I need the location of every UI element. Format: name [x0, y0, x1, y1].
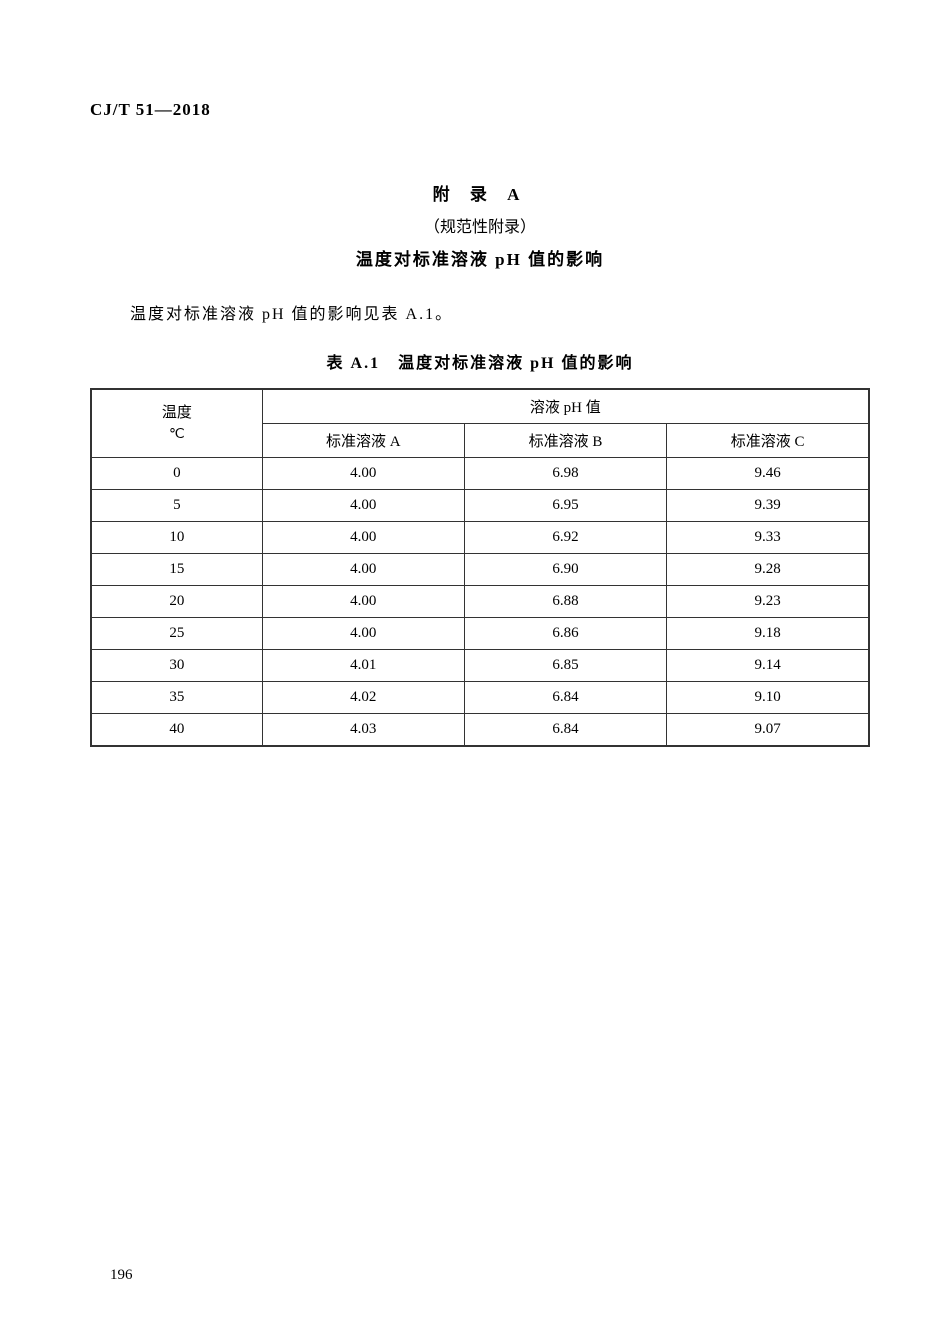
header-solution-b: 标准溶液 B	[464, 424, 666, 458]
table-row: 354.026.849.10	[91, 682, 869, 714]
header-solution-c: 标准溶液 C	[667, 424, 869, 458]
cell-solution-a: 4.00	[262, 458, 464, 490]
cell-solution-a: 4.00	[262, 554, 464, 586]
appendix-header: 附 录 A （规范性附录） 温度对标准溶液 pH 值的影响	[90, 180, 870, 270]
cell-solution-b: 6.95	[464, 490, 666, 522]
table-row: 204.006.889.23	[91, 586, 869, 618]
header-solution-a: 标准溶液 A	[262, 424, 464, 458]
cell-solution-a: 4.02	[262, 682, 464, 714]
appendix-subject: 温度对标准溶液 pH 值的影响	[90, 245, 870, 270]
table-row: 54.006.959.39	[91, 490, 869, 522]
intro-text: 温度对标准溶液 pH 值的影响见表 A.1。	[130, 300, 870, 324]
cell-temperature: 5	[91, 490, 262, 522]
cell-temperature: 15	[91, 554, 262, 586]
appendix-label: 附 录 A	[90, 180, 870, 205]
cell-solution-a: 4.00	[262, 618, 464, 650]
table-title: 表 A.1 温度对标准溶液 pH 值的影响	[90, 349, 870, 373]
cell-solution-a: 4.00	[262, 490, 464, 522]
cell-solution-c: 9.07	[667, 714, 869, 746]
temp-label: 温度	[162, 405, 192, 421]
cell-solution-b: 6.84	[464, 714, 666, 746]
cell-temperature: 10	[91, 522, 262, 554]
table-body: 04.006.989.4654.006.959.39104.006.929.33…	[91, 458, 869, 746]
cell-solution-c: 9.14	[667, 650, 869, 682]
cell-solution-b: 6.92	[464, 522, 666, 554]
cell-solution-c: 9.18	[667, 618, 869, 650]
header-ph-group: 溶液 pH 值	[262, 389, 869, 424]
cell-solution-a: 4.01	[262, 650, 464, 682]
table-row: 404.036.849.07	[91, 714, 869, 746]
cell-solution-a: 4.00	[262, 586, 464, 618]
cell-solution-c: 9.46	[667, 458, 869, 490]
header-temperature: 温度 ℃	[91, 389, 262, 458]
cell-solution-a: 4.03	[262, 714, 464, 746]
table-row: 154.006.909.28	[91, 554, 869, 586]
cell-solution-b: 6.84	[464, 682, 666, 714]
table-row: 04.006.989.46	[91, 458, 869, 490]
cell-temperature: 30	[91, 650, 262, 682]
cell-solution-b: 6.85	[464, 650, 666, 682]
table-row: 254.006.869.18	[91, 618, 869, 650]
cell-solution-c: 9.33	[667, 522, 869, 554]
cell-solution-b: 6.86	[464, 618, 666, 650]
ph-data-table: 温度 ℃ 溶液 pH 值 标准溶液 A 标准溶液 B 标准溶液 C 04.006…	[90, 388, 870, 747]
appendix-type: （规范性附录）	[90, 213, 870, 237]
temp-unit: ℃	[96, 424, 258, 445]
cell-solution-a: 4.00	[262, 522, 464, 554]
cell-solution-c: 9.23	[667, 586, 869, 618]
cell-solution-b: 6.90	[464, 554, 666, 586]
cell-temperature: 35	[91, 682, 262, 714]
page-number: 196	[110, 1267, 133, 1284]
cell-solution-b: 6.88	[464, 586, 666, 618]
cell-temperature: 20	[91, 586, 262, 618]
cell-solution-c: 9.39	[667, 490, 869, 522]
table-row: 104.006.929.33	[91, 522, 869, 554]
table-row: 304.016.859.14	[91, 650, 869, 682]
cell-solution-c: 9.10	[667, 682, 869, 714]
cell-temperature: 0	[91, 458, 262, 490]
cell-solution-c: 9.28	[667, 554, 869, 586]
cell-temperature: 25	[91, 618, 262, 650]
cell-solution-b: 6.98	[464, 458, 666, 490]
document-id: CJ/T 51—2018	[90, 100, 870, 120]
cell-temperature: 40	[91, 714, 262, 746]
